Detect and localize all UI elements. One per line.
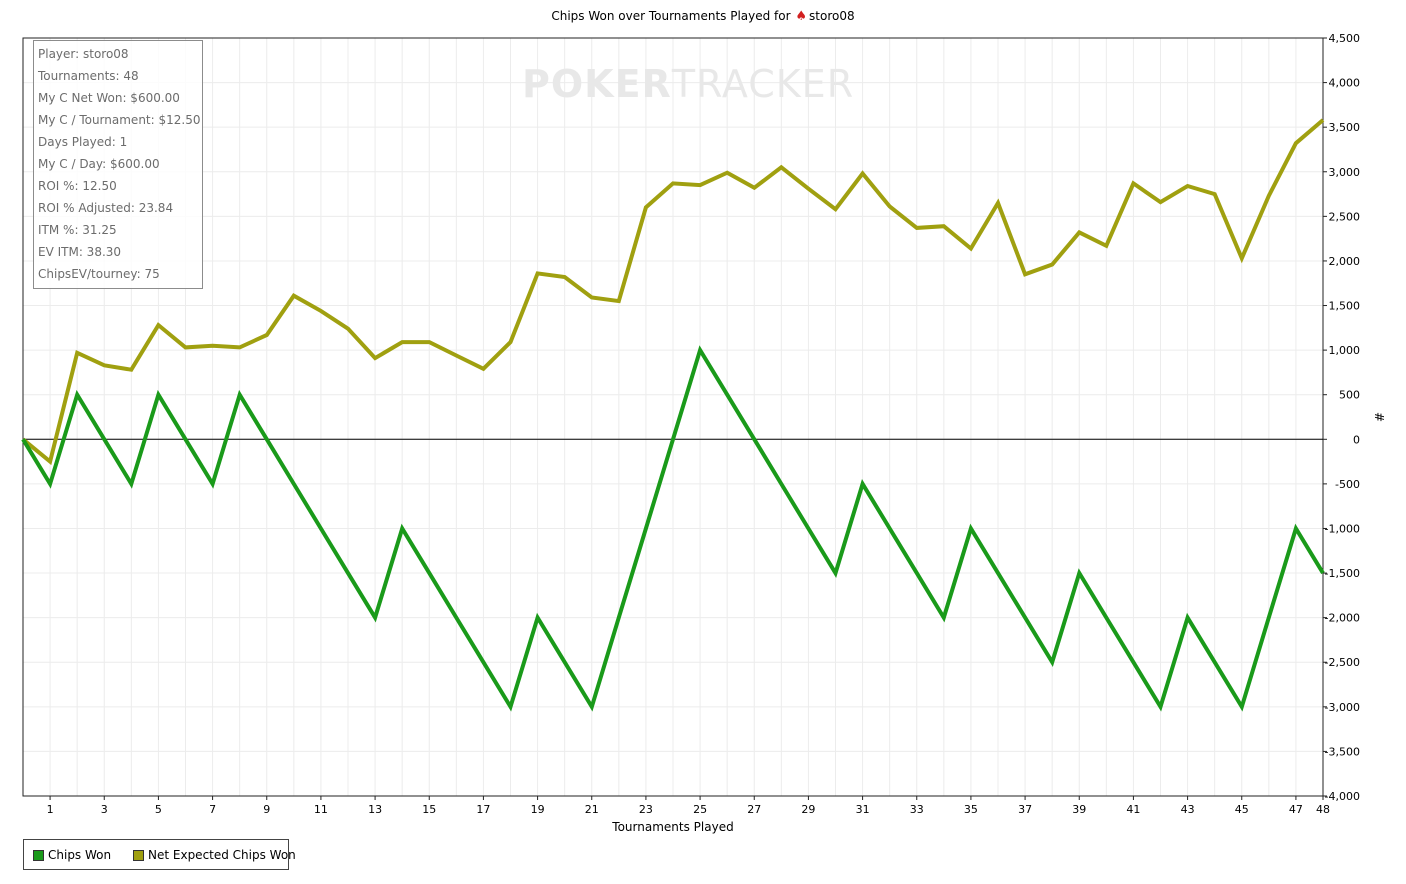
y-tick-label: 3,000 [1329,166,1361,179]
y-tick-label: -3,500 [1325,745,1360,758]
legend-item-chips-won[interactable]: Chips Won [33,848,111,862]
x-tick-label: 39 [1072,803,1086,816]
legend-label-chips-won: Chips Won [48,848,112,862]
series-line-chips-won [21,345,1325,712]
legend-label-net-expected: Net Expected Chips Won [148,848,296,862]
x-tick-label: 41 [1126,803,1140,816]
x-axis-label: Tournaments Played [611,820,733,834]
stat-line: Tournaments: 48 [38,69,139,83]
x-tick-label: 43 [1181,803,1195,816]
x-axis-ticks: 1 3 5 7 9 11 13 15 17 19 21 23 25 27 29 31 33 35 37 39 41 43 4… [47,796,1330,816]
x-tick-label: 21 [585,803,599,816]
stat-line: ChipsEV/tourney: 75 [38,267,160,281]
y-tick-label: 3,500 [1329,121,1361,134]
y-tick-label: -4,000 [1325,790,1360,803]
y-axis-label: # [1372,412,1386,422]
x-tick-label: 9 [263,803,270,816]
y-tick-label: 4,500 [1329,32,1361,45]
stat-line: Player: storo08 [38,47,129,61]
x-tick-label: 11 [314,803,328,816]
x-tick-label: 23 [639,803,653,816]
y-tick-label: 500 [1339,389,1360,402]
chart-title: Chips Won over Tournaments Played for ♠ s… [0,9,1406,24]
chart-title-prefix: Chips Won over Tournaments Played for [551,9,791,23]
watermark-part-a: POKER [522,62,672,106]
stat-line: My C / Day: $600.00 [38,157,160,171]
x-tick-label: 15 [422,803,436,816]
y-tick-label: 2,500 [1329,210,1361,223]
x-tick-label: 29 [801,803,815,816]
x-tick-label: 31 [856,803,870,816]
x-tick-label: 35 [964,803,978,816]
y-tick-label: 0 [1353,433,1360,446]
x-tick-label: 7 [209,803,216,816]
y-axis-ticks: 4,500 4,000 3,500 3,000 2,500 2,000 1,500 1,000… [1323,32,1360,803]
y-tick-label: 1,000 [1329,344,1361,357]
x-tick-label: 37 [1018,803,1032,816]
poker-tracker-watermark-logo: POKERTRACKER [522,62,854,106]
grid-layer [23,37,1324,797]
y-tick-label: -2,500 [1325,656,1360,669]
y-tick-label: 4,000 [1329,77,1361,90]
watermark-part-b: TRACKER [671,62,855,106]
x-tick-label: 33 [910,803,924,816]
y-tick-label: 2,000 [1329,255,1361,268]
legend-swatch-net-expected [133,849,144,861]
stat-line: Days Played: 1 [38,135,128,149]
x-tick-label: 5 [155,803,162,816]
y-tick-label: -3,000 [1325,701,1360,714]
y-tick-label: -500 [1335,478,1360,491]
x-tick-label: 19 [531,803,545,816]
stat-line: My C / Tournament: $12.50 [38,113,201,127]
x-tick-label: 25 [693,803,707,816]
x-tick-label: 13 [368,803,382,816]
x-tick-label: 3 [101,803,108,816]
x-tick-label: 27 [747,803,761,816]
legend-item-net-expected[interactable]: Net Expected Chips Won [133,848,296,862]
x-tick-label: 1 [47,803,54,816]
y-tick-label: -2,000 [1325,612,1360,625]
y-tick-label: -1,000 [1325,522,1360,535]
stat-line: ROI % Adjusted: 23.84 [38,201,174,215]
plot-border [22,37,1324,797]
player-stats-box: Player: storo08 Tournaments: 48 My C Net W… [33,40,203,289]
x-tick-label: 17 [476,803,490,816]
series-line-net-expected [21,118,1325,466]
x-tick-label: 47 [1289,803,1303,816]
y-tick-label: -1,500 [1325,567,1360,580]
chart-title-player: storo08 [809,9,855,23]
stat-line: My C Net Won: $600.00 [38,91,180,105]
stat-line: ROI %: 12.50 [38,179,117,193]
stat-line: ITM %: 31.25 [38,223,117,237]
stat-line: EV ITM: 38.30 [38,245,122,259]
series-layer [21,118,1325,712]
x-tick-label: 45 [1235,803,1249,816]
x-tick-label: 48 [1316,803,1330,816]
spade-icon: ♠ [795,9,808,24]
legend-swatch-chips-won [33,849,44,861]
chart-legend: Chips Won Net Expected Chips Won [23,839,296,870]
y-tick-label: 1,500 [1329,300,1361,313]
